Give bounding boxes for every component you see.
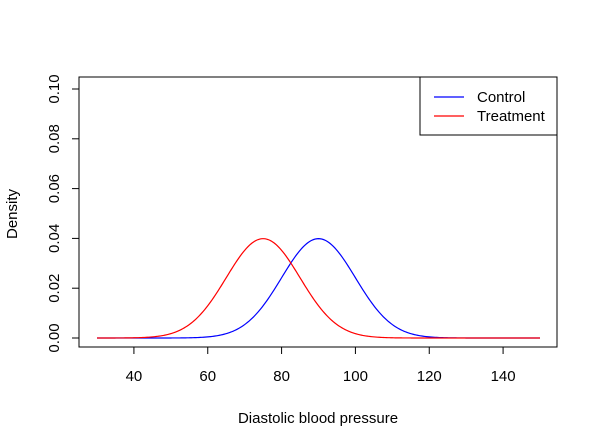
y-axis: 0.00 0.02 0.04 0.06 0.08 0.10	[46, 74, 79, 353]
x-tick-label-100: 100	[343, 368, 368, 385]
y-tick-label-0.06: 0.06	[46, 174, 63, 203]
y-tick-label-0.10: 0.10	[46, 74, 63, 103]
x-axis: 40 60 80 100 120 140	[126, 347, 516, 385]
x-tick-label-80: 80	[273, 368, 290, 385]
legend-label-control: Control	[477, 89, 525, 106]
y-axis-label: Density	[4, 188, 21, 239]
y-tick-label-0.04: 0.04	[46, 224, 63, 253]
x-tick-label-60: 60	[199, 368, 216, 385]
x-tick-label-40: 40	[126, 368, 143, 385]
y-tick-label-0.02: 0.02	[46, 274, 63, 303]
plot-box	[78, 76, 558, 348]
legend-box	[419, 76, 558, 136]
x-tick-label-120: 120	[417, 368, 442, 385]
legend: Control Treatment	[419, 76, 558, 136]
series-line-control	[97, 238, 540, 339]
series-line-treatment	[97, 238, 540, 339]
curves-group	[97, 238, 540, 339]
x-axis-label: Diastolic blood pressure	[238, 410, 398, 427]
x-tick-label-140: 140	[491, 368, 516, 385]
y-tick-label-0.00: 0.00	[46, 323, 63, 352]
y-tick-label-0.08: 0.08	[46, 124, 63, 153]
legend-label-treatment: Treatment	[477, 108, 546, 125]
